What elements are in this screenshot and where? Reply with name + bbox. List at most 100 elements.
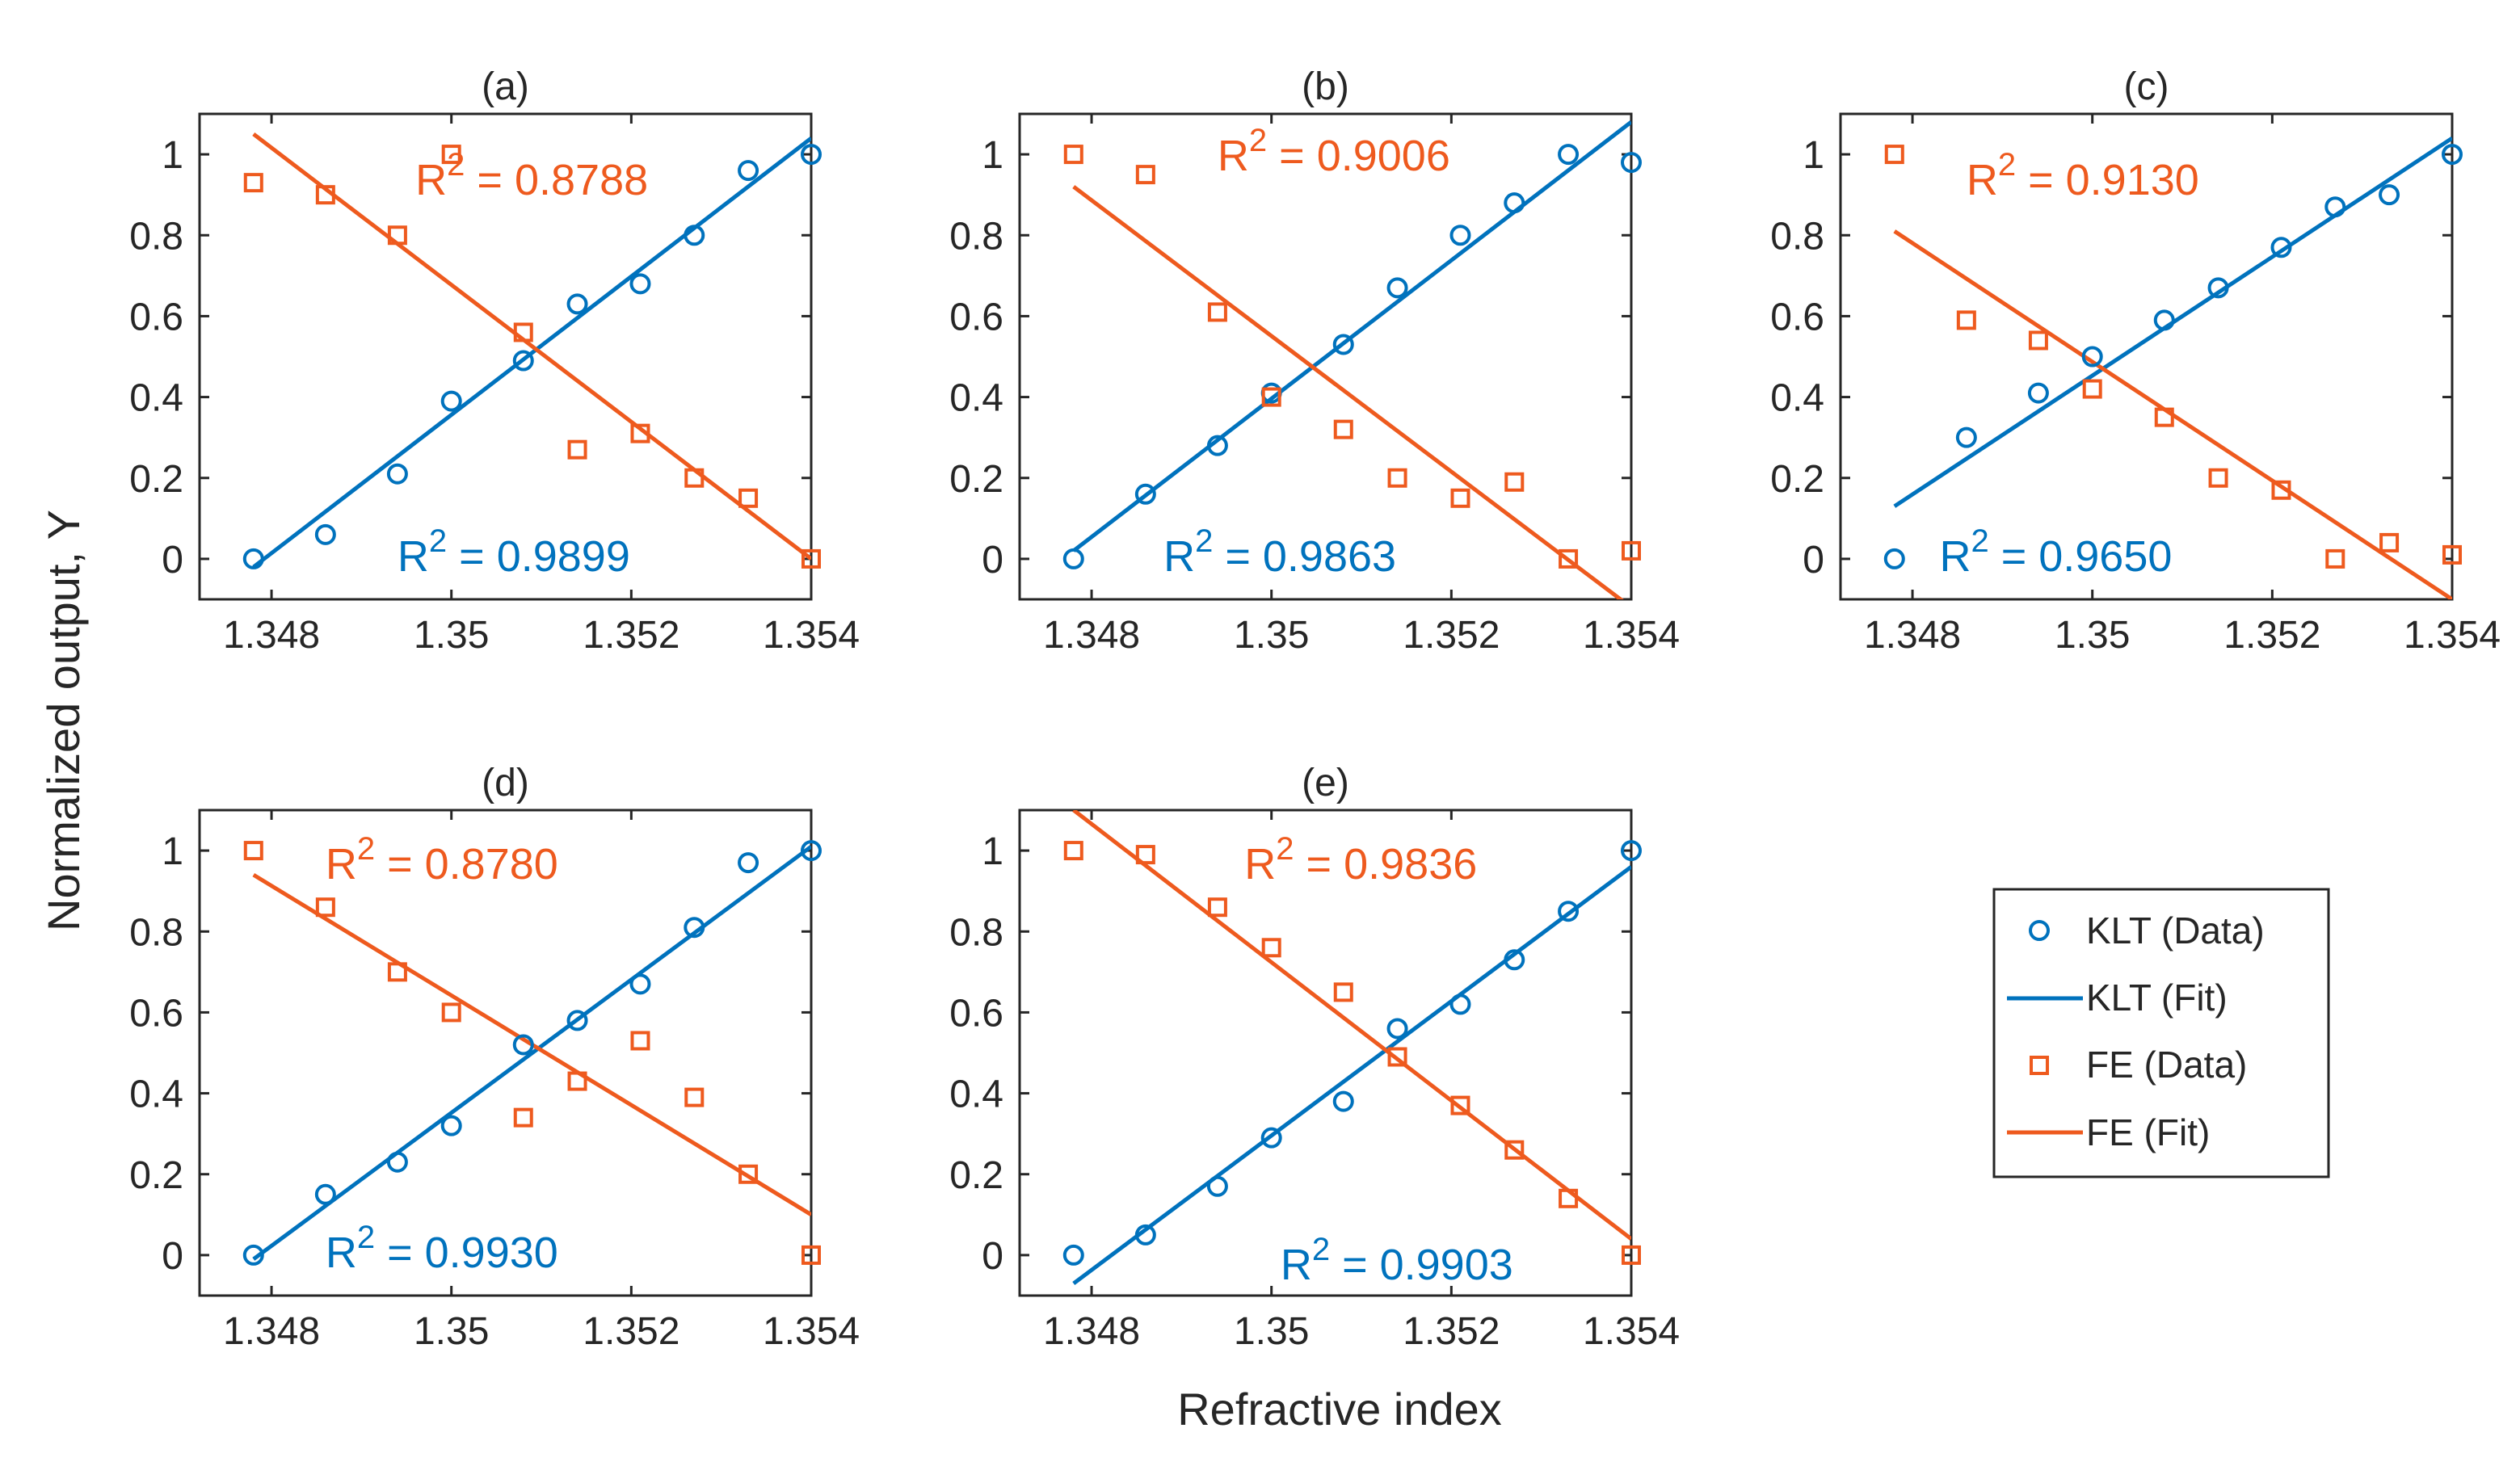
fe-data-point <box>1387 468 1407 488</box>
fe-data-point <box>441 1002 461 1023</box>
panels-layer: (a) 1.348 1.35 1.352 1.354 0 0.2 0.4 0.6 0.8 1 R2 =… <box>129 65 2501 1353</box>
legend-item-klt-fit: KLT (Fit) <box>2007 977 2228 1019</box>
panel-title: (e) <box>1302 762 1349 804</box>
fe-data-point <box>1504 472 1525 492</box>
legend-item-fe-data: FE (Data) <box>2030 1044 2247 1086</box>
fe-r-squared-label: R2 = 0.9130 <box>1967 147 2199 204</box>
y-tick-label: 1 <box>982 134 1003 177</box>
klt-r-squared-label: R2 = 0.9650 <box>1939 523 2172 581</box>
klt-data-point <box>2379 184 2400 206</box>
fe-data-point <box>513 1107 533 1128</box>
legend-circle-marker-icon <box>2029 920 2050 941</box>
y-tick-label: 0.4 <box>949 1073 1003 1116</box>
y-tick-label: 0.8 <box>129 215 183 258</box>
panel-e: (e) 1.348 1.35 1.352 1.354 0 0.2 0.4 0.6 0.8 1 R2 =… <box>949 762 1680 1353</box>
fe-data-point <box>1207 897 1227 918</box>
fe-data-point <box>630 423 650 443</box>
axes-box <box>1839 112 2454 601</box>
fe-data-point <box>441 145 461 165</box>
klt-data-point <box>440 1115 462 1136</box>
klt-data-point <box>2207 277 2229 299</box>
x-tick-label: 1.352 <box>583 614 679 657</box>
y-tick-label: 0 <box>162 539 183 582</box>
klt-data-point <box>1206 1175 1228 1197</box>
fe-data-point <box>1063 145 1083 165</box>
klt-data-point <box>1558 144 1580 166</box>
fe-data-point <box>243 841 263 861</box>
figure-x-axis-label: Refractive index <box>1177 1384 1502 1434</box>
panel-c: (c) 1.348 1.35 1.352 1.354 0 0.2 0.4 0.6 0.8 1 R2 =… <box>1770 65 2501 657</box>
fe-fit-line <box>252 132 811 561</box>
klt-data-point <box>1134 483 1156 505</box>
y-tick-label: 0.2 <box>949 458 1003 501</box>
fe-data-point <box>684 468 705 488</box>
fe-data-point <box>567 439 587 460</box>
plot-area <box>1072 120 1631 599</box>
klt-data-point <box>440 390 462 412</box>
fe-data-point <box>1559 1188 1579 1208</box>
fe-data-point <box>2442 544 2462 565</box>
y-tick-label: 0.8 <box>949 215 1003 258</box>
x-tick-label: 1.35 <box>1234 1310 1309 1353</box>
klt-fit-line <box>1072 120 1631 552</box>
fe-r-squared-label: R2 = 0.9006 <box>1218 123 1450 180</box>
fe-data-point <box>387 225 407 246</box>
legend-label-fe-fit: FE (Fit) <box>2086 1111 2210 1153</box>
fe-data-point <box>801 548 821 569</box>
legend-label-klt-fit: KLT (Fit) <box>2086 977 2228 1019</box>
fe-data-point <box>1450 1095 1470 1115</box>
y-tick-label: 0.8 <box>129 911 183 954</box>
klt-data-point <box>314 1183 336 1205</box>
axes-box <box>1018 809 1633 1297</box>
klt-data-point <box>1386 277 1408 299</box>
y-tick-label: 0.8 <box>949 911 1003 954</box>
klt-data-point <box>1332 1090 1354 1112</box>
klt-data-point <box>2027 382 2049 404</box>
klt-data-point <box>1558 901 1580 922</box>
fe-data-point <box>2154 407 2174 427</box>
klt-fit-line <box>252 137 811 569</box>
x-tick-label: 1.352 <box>583 1310 679 1353</box>
x-tick-label: 1.348 <box>223 1310 320 1353</box>
x-tick-label: 1.354 <box>1583 1310 1680 1353</box>
klt-data-point <box>566 1010 588 1031</box>
klt-data-point <box>738 852 759 874</box>
y-tick-label: 0.6 <box>1770 296 1824 338</box>
klt-data-point <box>2324 196 2346 218</box>
x-tick-label: 1.35 <box>1234 614 1309 657</box>
x-tick-label: 1.354 <box>763 614 860 657</box>
x-tick-label: 1.35 <box>414 614 489 657</box>
fe-data-point <box>1333 419 1353 439</box>
fe-data-point <box>2208 468 2228 488</box>
fe-data-point <box>1333 982 1353 1002</box>
fe-data-point <box>387 962 407 982</box>
fe-data-point <box>1622 1245 1641 1265</box>
x-tick-label: 1.348 <box>1864 614 1961 657</box>
x-tick-label: 1.348 <box>1043 1310 1140 1353</box>
x-tick-label: 1.35 <box>2055 614 2130 657</box>
fe-data-point <box>243 173 263 193</box>
fe-r-squared-label: R2 = 0.8780 <box>326 831 558 888</box>
y-tick-label: 0.4 <box>129 1073 183 1116</box>
x-tick-label: 1.348 <box>1043 614 1140 657</box>
fe-data-point <box>801 1245 821 1265</box>
fe-data-point <box>1387 1047 1407 1067</box>
fe-data-point <box>2325 548 2345 569</box>
klt-data-point <box>1260 1127 1282 1149</box>
y-tick-label: 1 <box>982 830 1003 873</box>
fe-fit-line <box>1072 810 1631 1241</box>
fe-data-point <box>2082 379 2102 399</box>
fe-data-point <box>2271 480 2291 500</box>
legend: KLT (Data) KLT (Fit) FE (Data) FE (Fit) <box>1992 888 2330 1178</box>
klt-data-point <box>1134 1224 1156 1245</box>
fe-data-point <box>1135 165 1155 185</box>
klt-data-point <box>1386 1018 1408 1040</box>
panel-d: (d) 1.348 1.35 1.352 1.354 0 0.2 0.4 0.6 0.8 1 R2 =… <box>129 762 860 1353</box>
fe-data-point <box>315 897 335 918</box>
klt-r-squared-label: R2 = 0.9930 <box>326 1220 558 1277</box>
klt-data-point <box>1621 840 1642 862</box>
legend-square-marker-icon <box>2030 1056 2049 1075</box>
fe-fit-line <box>1072 185 1624 599</box>
klt-data-point <box>2153 309 2175 331</box>
